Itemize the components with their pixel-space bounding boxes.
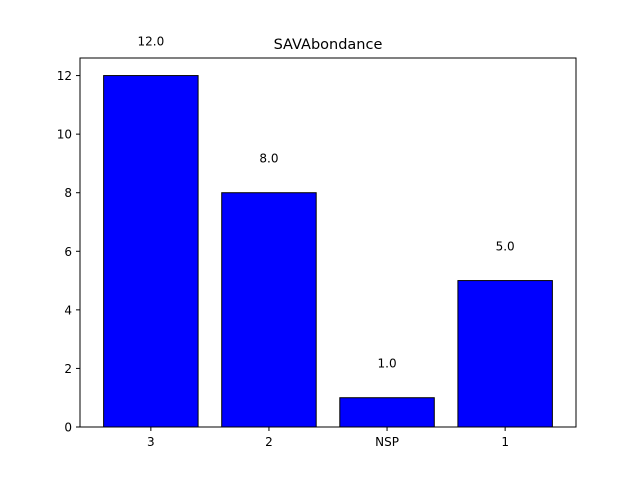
bar-1 <box>457 280 553 428</box>
x-tick-label-2: 2 <box>265 435 273 449</box>
data-label-NSP: 1.0 <box>378 356 397 370</box>
bar-2 <box>221 192 317 428</box>
x-tick-label-NSP: NSP <box>375 435 399 449</box>
x-axis: 3 2 NSP 1 <box>147 427 509 449</box>
y-tick-label-12: 12 <box>57 69 72 83</box>
y-tick-label-4: 4 <box>64 303 72 317</box>
bars-layer <box>103 75 553 428</box>
y-tick-label-8: 8 <box>64 186 72 200</box>
data-labels-layer: 12.0 8.0 1.0 5.0 <box>137 34 514 370</box>
y-tick-label-10: 10 <box>57 128 72 142</box>
data-label-1: 5.0 <box>496 239 515 253</box>
data-label-2: 8.0 <box>259 151 278 165</box>
y-tick-label-2: 2 <box>64 362 72 376</box>
data-label-3: 12.0 <box>137 34 164 48</box>
y-axis: 0 2 4 6 8 10 12 <box>57 69 80 435</box>
y-tick-label-6: 6 <box>64 245 72 259</box>
x-tick-label-3: 3 <box>147 435 155 449</box>
x-tick-label-1: 1 <box>501 435 509 449</box>
bar-NSP <box>339 397 435 428</box>
y-tick-label-0: 0 <box>64 421 72 435</box>
bar-3 <box>103 75 199 428</box>
chart-title: SAVAbondance <box>274 37 383 53</box>
plot-frame <box>79 57 577 428</box>
